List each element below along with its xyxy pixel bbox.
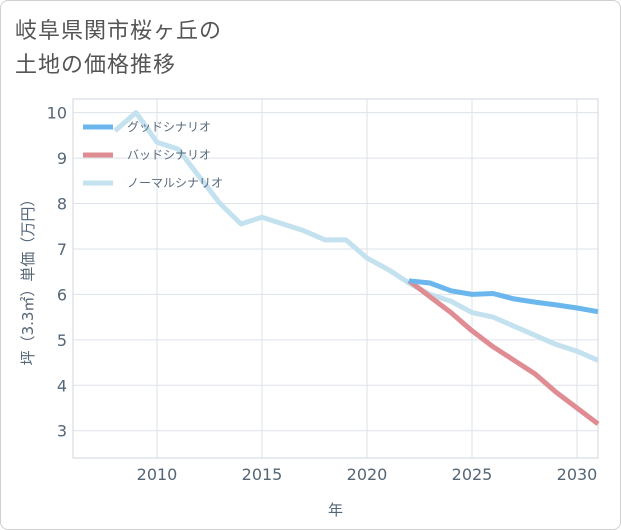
x-tick-label: 2010 [137,465,178,484]
legend-label: バッドシナリオ [127,148,211,162]
y-tick-label: 6 [57,285,67,304]
y-tick-label: 5 [57,331,67,350]
y-tick-labels: 3 4 5 6 7 8 9 10 [47,104,67,441]
y-tick-label: 9 [57,149,67,168]
series-line-3 [113,110,599,363]
series-lines [113,110,600,426]
grid [73,99,598,458]
legend-label: グッドシナリオ [127,120,211,134]
x-tick-label: 2025 [452,465,493,484]
x-tick-label: 2015 [242,465,283,484]
chart-title: 岐阜県関市桜ヶ丘の 土地の価格推移 [15,19,223,78]
series-line-1 [408,278,599,315]
y-tick-label: 3 [57,422,67,441]
plot-area [72,98,599,459]
y-tick-label: 8 [57,195,67,214]
y-tick-label: 10 [47,104,67,123]
y-tick-label: 4 [57,376,67,395]
x-tick-labels: 2010 2015 2020 2025 2030 [137,465,598,484]
legend-label: ノーマルシナリオ [127,176,223,190]
x-tick-label: 2030 [557,465,598,484]
y-axis-label: 坪（3.3㎡）単価（万円） [19,192,37,366]
y-tick-label: 7 [57,240,67,259]
x-tick-label: 2020 [347,465,388,484]
x-axis-label: 年 [328,501,343,519]
plot-border [72,98,599,459]
series-line-2 [407,278,600,426]
